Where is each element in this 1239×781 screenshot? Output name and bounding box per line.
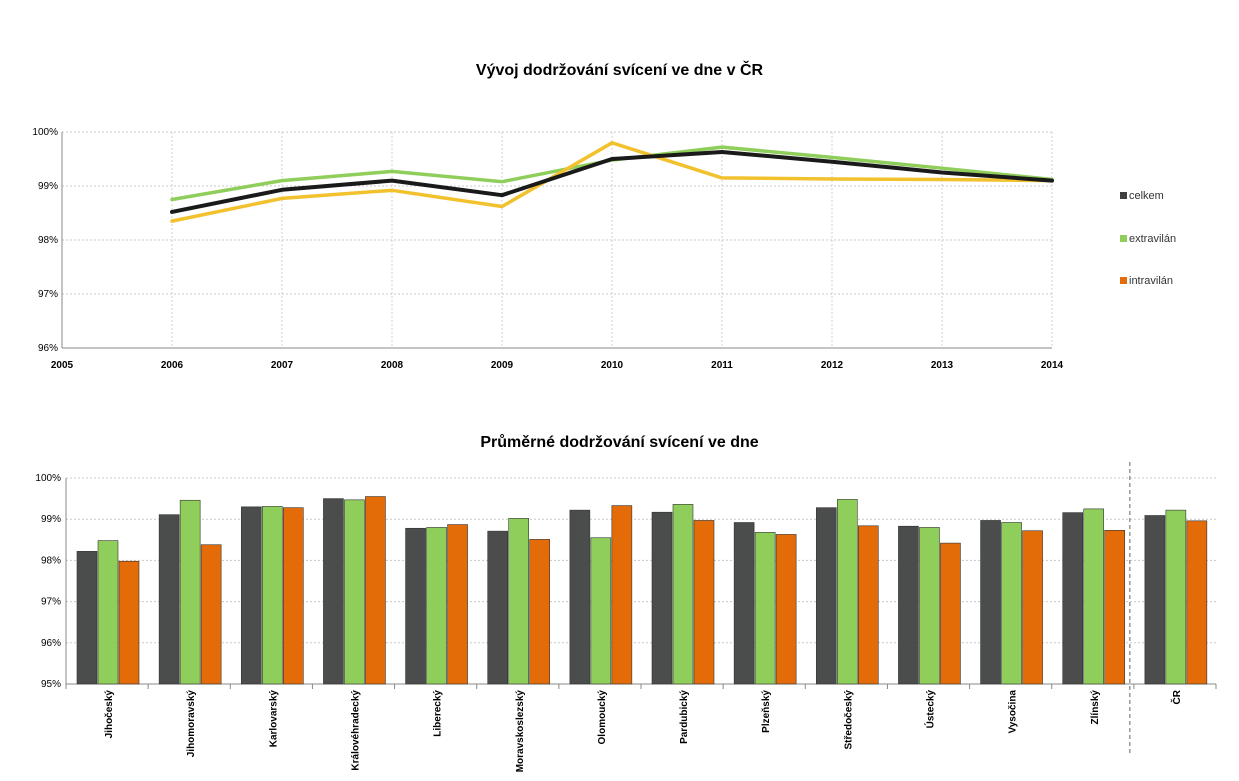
y-tick-label: 100% — [32, 127, 58, 138]
bar-intravilán — [529, 539, 551, 685]
x-tick-label: 2009 — [491, 360, 514, 371]
legend-swatch — [1120, 192, 1127, 199]
legend-label: extravilán — [1129, 233, 1176, 245]
y-tick-label: 99% — [38, 181, 58, 192]
y-tick-label: 98% — [38, 235, 58, 246]
bar-intravilán — [1186, 520, 1208, 685]
x-tick-label: 2013 — [931, 360, 954, 371]
bar-chart-title: Průměrné dodržování svícení ve dne — [480, 434, 759, 451]
y-tick-label: 96% — [38, 343, 58, 354]
category-label: Karlovarský — [268, 690, 279, 748]
bar-extravilán — [919, 527, 940, 685]
series-line-celkem — [170, 149, 1054, 214]
bar-extravilán — [1165, 509, 1187, 685]
legend-swatch — [1120, 235, 1127, 242]
x-tick-label: 2011 — [711, 360, 733, 371]
category-label: Pardubický — [679, 690, 690, 744]
bar-intravilán — [857, 525, 879, 685]
category-label: Ústecký — [924, 690, 937, 729]
bar-celkem — [76, 551, 98, 685]
bar-intravilán — [118, 560, 140, 685]
bar-extravilán — [1083, 508, 1105, 685]
bar-celkem — [323, 498, 344, 685]
x-tick-label: 2014 — [1041, 360, 1064, 371]
bar-intravilán — [1022, 530, 1043, 685]
bar-celkem — [733, 522, 755, 685]
bar-extravilán — [508, 518, 530, 685]
y-tick-label: 97% — [41, 597, 61, 608]
bar-extravilán — [97, 540, 119, 685]
series-line-intravilán — [170, 141, 1054, 223]
bar-extravilán — [426, 527, 447, 685]
y-tick-label: 96% — [41, 638, 61, 649]
bar-intravilán — [282, 507, 304, 685]
bar-extravilán — [590, 537, 612, 685]
category-label: Liberecký — [433, 690, 444, 737]
y-tick-label: 99% — [41, 514, 61, 525]
category-label: Jihomoravský — [186, 690, 197, 758]
bar-celkem — [980, 520, 1001, 685]
category-label: Olomoucký — [597, 690, 608, 745]
bar-intravilán — [1104, 530, 1126, 685]
x-tick-label: 2008 — [381, 360, 404, 371]
bar-celkem — [1062, 512, 1084, 685]
bar-intravilán — [447, 524, 468, 685]
category-label: Středočeský — [843, 690, 854, 750]
bar-celkem — [815, 507, 837, 685]
line-chart-title: Vývoj dodržování svícení ve dne v ČR — [475, 62, 764, 79]
bar-celkem — [651, 511, 673, 685]
legend-label: celkem — [1129, 190, 1164, 202]
legend-label: intravilán — [1129, 275, 1173, 287]
x-tick-label: 2005 — [51, 360, 74, 371]
bar-extravilán — [672, 504, 694, 685]
category-label: Zlínský — [1090, 690, 1101, 725]
bar-extravilán — [754, 532, 776, 685]
bar-extravilán — [261, 506, 283, 685]
bar-intravilán — [611, 505, 633, 685]
bar-intravilán — [940, 542, 961, 685]
y-tick-label: 97% — [38, 289, 58, 300]
bar-celkem — [240, 506, 262, 685]
bar-celkem — [487, 530, 509, 685]
bar-extravilán — [344, 499, 365, 685]
bar-intravilán — [365, 496, 386, 685]
category-label: Plzeňský — [761, 690, 772, 733]
category-label: Jihočeský — [104, 690, 115, 739]
bar-celkem — [898, 525, 919, 685]
bar-extravilán — [836, 499, 858, 685]
x-tick-label: 2006 — [161, 360, 184, 371]
y-tick-label: 98% — [41, 555, 61, 566]
category-label: Moravskoslezský — [515, 690, 526, 773]
bar-celkem — [405, 527, 426, 685]
bar-celkem — [569, 509, 591, 685]
bar-intravilán — [693, 520, 715, 685]
bar-extravilán — [1001, 522, 1022, 685]
bar-extravilán — [179, 499, 201, 685]
bar-celkem — [1144, 515, 1166, 685]
bar-intravilán — [775, 534, 797, 685]
line-chart: 96% 97% 98% 99% 100% 2005 2006 2007 2008 2009 2010… — [32, 127, 1176, 371]
legend-swatch — [1120, 277, 1127, 284]
category-label: ČR — [1170, 689, 1183, 704]
x-tick-label: 2010 — [601, 360, 624, 371]
y-tick-label: 95% — [41, 679, 61, 690]
category-label: Vysočina — [1008, 690, 1019, 734]
y-tick-label: 100% — [35, 473, 61, 484]
bar-celkem — [158, 514, 180, 685]
bar-intravilán — [200, 544, 222, 685]
category-label: Královéhradecký — [351, 690, 362, 771]
x-tick-label: 2007 — [271, 360, 294, 371]
x-tick-label: 2012 — [821, 360, 844, 371]
